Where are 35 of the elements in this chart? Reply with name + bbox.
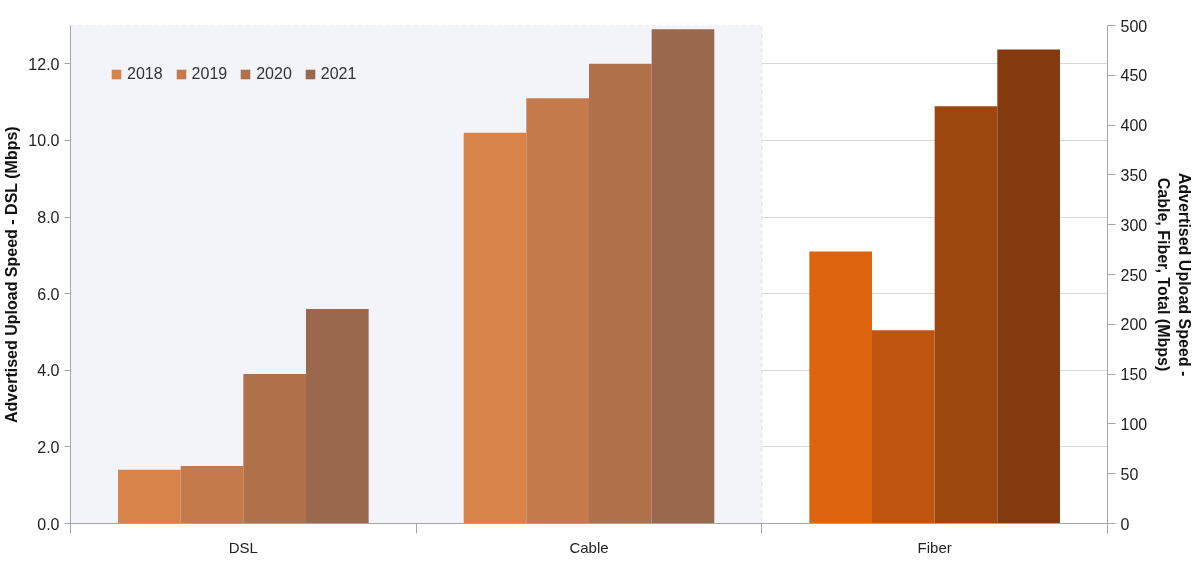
- y-tick-label: 12.0: [28, 55, 60, 73]
- legend-label: 2019: [191, 65, 228, 83]
- legend-label: 2020: [256, 65, 292, 83]
- y2-tick-label: 200: [1120, 316, 1148, 334]
- y2-tick-label: 500: [1120, 17, 1148, 35]
- y2-tick-label: 400: [1120, 117, 1148, 135]
- x-tick-label: Fiber: [917, 538, 952, 556]
- bar: [305, 308, 369, 524]
- y2-tick-label: 150: [1120, 366, 1148, 384]
- y2-tick-label: 300: [1120, 216, 1148, 234]
- y2-tick-label: 250: [1120, 266, 1148, 284]
- y2-tick-label: 450: [1120, 67, 1148, 85]
- y2-tick-label: 350: [1120, 166, 1148, 184]
- bar: [651, 29, 715, 524]
- bar: [589, 63, 652, 524]
- bar: [526, 98, 589, 524]
- y-tick-label: 8.0: [37, 209, 60, 227]
- y-axis-title: Advertised Upload Speed - DSL (Mbps): [3, 126, 21, 423]
- y2-axis-title: Advertised Upload Speed - Cable, Fiber, Total (Mbps): [1155, 172, 1193, 377]
- y-tick-label: 2.0: [37, 438, 60, 456]
- y2-tick-label: 50: [1120, 465, 1139, 483]
- legend-label: 2021: [320, 65, 357, 83]
- bar: [243, 374, 306, 524]
- y2-tick-label: 0: [1120, 515, 1130, 533]
- bar: [180, 466, 244, 524]
- bar: [463, 132, 527, 524]
- x-tick-label: DSL: [228, 538, 258, 556]
- y-tick-label: 4.0: [37, 362, 60, 380]
- y-tick-label: 10.0: [28, 132, 60, 150]
- bar: [118, 469, 181, 524]
- x-tick-label: Cable: [569, 538, 609, 556]
- y-tick-label: 6.0: [37, 285, 60, 303]
- legend-label: 2018: [127, 65, 163, 83]
- y-tick-label: 0.0: [37, 515, 60, 533]
- y2-tick-label: 100: [1120, 415, 1148, 433]
